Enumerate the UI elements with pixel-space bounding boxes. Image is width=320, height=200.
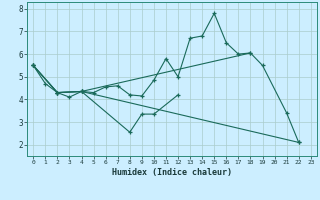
X-axis label: Humidex (Indice chaleur): Humidex (Indice chaleur) [112,168,232,177]
